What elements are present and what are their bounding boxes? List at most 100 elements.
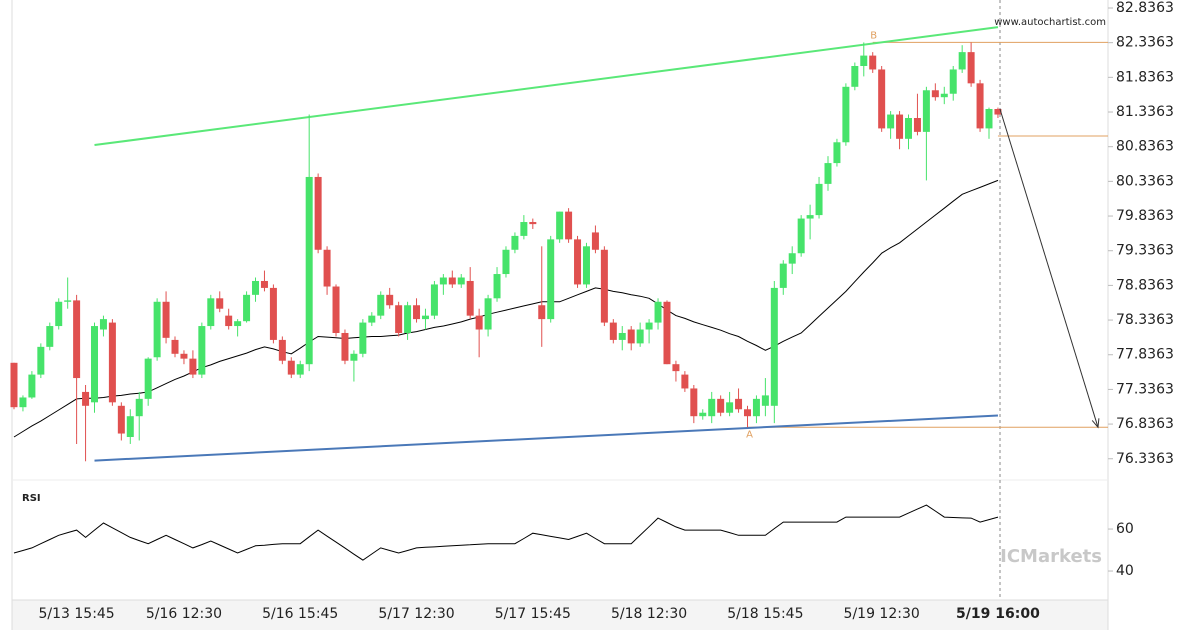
candle-body: [234, 321, 242, 327]
candle-body: [663, 301, 671, 365]
rsi-y-tick-label: 60: [1116, 521, 1134, 537]
candle-body: [296, 364, 304, 375]
candle-body: [824, 163, 832, 184]
candle-body: [189, 358, 197, 375]
candle-body: [806, 215, 814, 219]
candle-body: [243, 294, 251, 322]
y-tick-label: 77.8363: [1116, 347, 1174, 363]
candle-body: [430, 284, 438, 316]
rsi-line: [13, 504, 999, 561]
candle-body: [967, 52, 975, 84]
candle-body: [815, 183, 823, 216]
candle-body: [55, 301, 63, 327]
x-tick-label: 5/17 12:30: [378, 606, 454, 622]
candle-body: [833, 142, 841, 164]
candle-body: [591, 232, 599, 250]
candle-body: [994, 108, 1002, 115]
candle-body: [386, 294, 394, 306]
candle-body: [350, 353, 358, 361]
level-label: B: [870, 30, 877, 41]
candle-body: [82, 391, 90, 406]
candle-body: [851, 65, 859, 87]
candle-body: [743, 409, 751, 417]
x-tick-label: 5/18 15:45: [727, 606, 803, 622]
candle-body: [225, 315, 233, 327]
candle-body: [511, 235, 519, 250]
candle-body: [618, 332, 626, 340]
resistance-line: [94, 26, 999, 147]
candle-body: [761, 395, 769, 406]
candle-body: [37, 346, 45, 375]
candle-body: [770, 287, 778, 406]
candle-body: [46, 326, 54, 347]
candle-body: [448, 277, 456, 285]
candle-body: [466, 280, 474, 316]
candle-body: [842, 86, 850, 143]
candle-body: [582, 246, 590, 285]
candle-body: [905, 118, 912, 139]
candle-body: [931, 90, 939, 98]
candle-body: [869, 55, 877, 70]
candle-body: [117, 405, 125, 434]
candle-body: [860, 55, 868, 66]
forecast-arrow-head: [1091, 418, 1100, 429]
x-tick-label: 5/13 15:45: [38, 606, 114, 622]
candle-body: [609, 322, 617, 340]
y-tick-label: 79.3363: [1116, 243, 1174, 259]
candle-body: [171, 339, 179, 354]
watermark: www.autochartist.com: [994, 17, 1106, 28]
candle-body: [216, 298, 224, 309]
candle-body: [207, 298, 215, 327]
candle-body: [269, 287, 277, 340]
candle-body: [475, 315, 483, 330]
candle-body: [735, 398, 743, 410]
candle-body: [896, 114, 904, 139]
y-tick-label: 81.8363: [1116, 69, 1174, 85]
candle-body: [10, 362, 18, 408]
candle-body: [556, 211, 564, 240]
candle-body: [636, 329, 644, 344]
rsi-y-tick-label: 40: [1116, 563, 1134, 579]
candle-body: [404, 305, 412, 333]
candle-body: [28, 374, 36, 398]
x-tick-label: 5/19 16:00: [956, 606, 1040, 622]
candle-body: [198, 326, 206, 375]
y-tick-label: 76.3363: [1116, 451, 1174, 467]
candle-body: [958, 52, 966, 70]
rsi-title: RSI: [22, 493, 41, 504]
level-label: A: [746, 429, 753, 440]
candle-body: [538, 305, 546, 320]
candle-body: [779, 263, 787, 288]
candle-body: [153, 301, 161, 358]
candle-body: [341, 332, 349, 361]
candle-body: [91, 326, 99, 403]
candle-body: [645, 322, 653, 330]
candle-body: [421, 315, 429, 320]
x-tick-label: 5/16 12:30: [146, 606, 222, 622]
candle-body: [332, 286, 340, 333]
candle-body: [788, 253, 796, 264]
y-tick-label: 80.8363: [1116, 139, 1174, 155]
candle-body: [949, 69, 957, 94]
y-tick-label: 82.3363: [1116, 35, 1174, 51]
y-tick-label: 81.3363: [1116, 104, 1174, 120]
y-tick-label: 80.3363: [1116, 173, 1174, 189]
candle-body: [547, 239, 555, 320]
candle-body: [126, 416, 134, 438]
candle-body: [287, 360, 295, 375]
candle-body: [627, 329, 635, 344]
support-line: [94, 414, 998, 462]
candle-body: [672, 364, 680, 372]
candle-body: [73, 300, 81, 379]
candle-body: [985, 108, 993, 129]
candle-body: [887, 114, 895, 129]
candle-body: [457, 277, 465, 285]
candle-body: [922, 90, 930, 132]
candle-body: [976, 83, 984, 129]
candle-body: [260, 280, 268, 288]
x-axis-band: [12, 600, 1108, 630]
brand-logo: ICMarkets: [1000, 546, 1102, 567]
x-tick-label: 5/18 12:30: [611, 606, 687, 622]
candle-body: [502, 249, 510, 275]
